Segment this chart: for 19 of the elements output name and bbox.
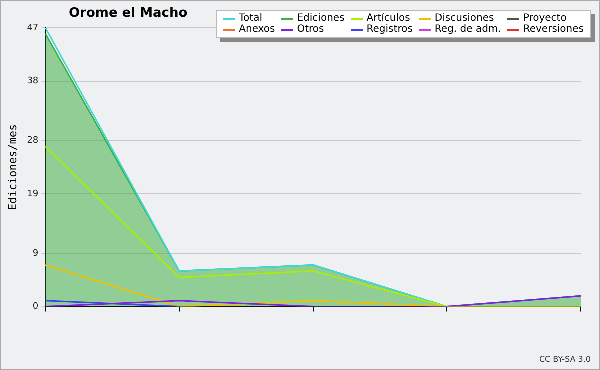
legend-label: Discusiones xyxy=(434,13,494,24)
legend-label: Reversiones xyxy=(523,24,584,35)
y-tick-label: 0 xyxy=(32,302,39,312)
legend-label: Artículos xyxy=(366,13,410,24)
chart-title: Orome el Macho xyxy=(69,6,188,21)
legend-label: Registros xyxy=(366,24,413,35)
text: CC BY-SA 3.0 xyxy=(539,355,591,364)
y-tick-label: 9 xyxy=(32,248,39,259)
y-tick-label: 47 xyxy=(27,23,39,34)
legend-label: Anexos xyxy=(239,24,276,35)
y-tick-label: 28 xyxy=(27,136,39,146)
legend-label: Reg. de adm. xyxy=(434,24,502,35)
y-axis-title: Ediciones/mes xyxy=(6,124,20,210)
legend-label: Otros xyxy=(297,24,324,35)
legend-label: Total xyxy=(239,13,262,24)
y-tick-label: 19 xyxy=(27,189,39,200)
legend-label: Proyecto xyxy=(523,13,567,24)
y-tick-label: 38 xyxy=(27,76,39,87)
legend-label: Ediciones xyxy=(297,13,345,24)
